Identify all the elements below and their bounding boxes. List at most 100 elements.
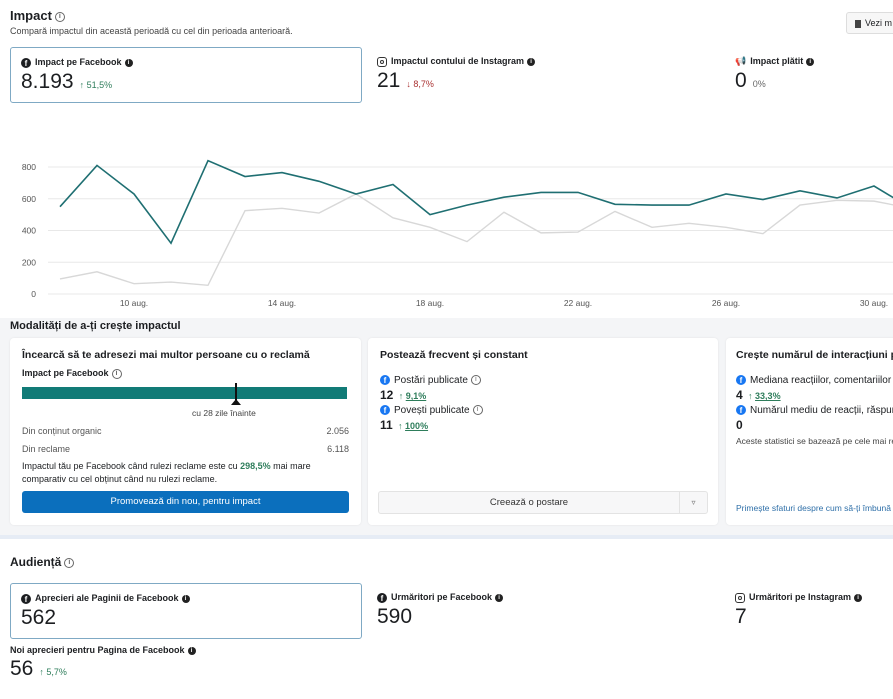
metric-label: Impact plătit [750,56,804,66]
summary-b: mai mare comparativ cu cel obținut când … [22,460,311,484]
label-text: Povești publicate [394,405,470,416]
engagement-note: Aceste statistici se bazează pe cele mai… [736,436,893,446]
metric-label: Aprecieri ale Paginii de Facebook [35,593,179,603]
delta-value: 8,7% [413,78,434,89]
card-title: Postează frecvent și constant [380,349,528,361]
median-delta[interactable]: 33,3% [755,391,781,401]
label-text: Postări publicate [394,375,468,386]
section-divider [0,535,893,539]
card-engagement: Crește numărul de interacțiuni pe f Media… [726,338,893,525]
impact-bar: cu 28 zile înainte [22,382,349,421]
median-stat: 4 ↑ 33,3% [736,388,781,402]
ads-label: Din reclame [22,443,71,454]
label-text: Numărul mediu de reacții, răspun [750,405,893,416]
facebook-icon: f [736,375,746,386]
info-icon[interactable]: i [124,58,133,67]
ads-row: Din reclame 6.118 [22,444,349,454]
posts-label: f Postări publicate i [380,375,706,386]
tips-link[interactable]: Primește sfaturi despre cum să-ți îmbună [736,503,891,513]
delta-up: ↑ 51,5% [79,79,113,90]
card-title: Crește numărul de interacțiuni pe [736,349,893,361]
promote-button[interactable]: Promovează din nou, pentru impact [22,490,349,513]
delta-value: 0% [752,79,766,89]
x-tick-label: 22 aug. [564,298,592,308]
facebook-icon: f [380,375,390,386]
organic-value: 2.056 [326,425,349,436]
delta-up: ↑ 5,7% [39,667,67,677]
card-title: Încearcă să te adresezi mai multor perso… [22,349,310,361]
x-tick-label: 18 aug. [416,298,444,308]
y-tick-label: 400 [22,226,36,236]
stories-label: f Povești publicate i [380,405,706,416]
facebook-icon: f [736,405,746,416]
organic-label: Din conținut organic [22,425,102,436]
impact-bar-marker [235,382,237,403]
audience-title-text: Audiență [10,555,62,569]
metric-paid-impact[interactable]: 📢 Impact plătit i 0 0% [725,47,893,103]
see-more-button[interactable]: Vezi m [846,12,893,34]
marker-label: cu 28 zile înainte [192,407,256,418]
info-icon[interactable]: i [495,593,504,602]
metric-value: 56 [10,657,34,680]
info-icon[interactable]: i [54,11,65,22]
posts-stat: 12 ↑ 9,1% [380,388,427,402]
stories-value: 11 [380,418,393,432]
posts-delta[interactable]: 9,1% [405,391,427,401]
metric-new-likes[interactable]: Noi aprecieri pentru Pagina de Facebook i… [10,645,196,681]
impact-subtitle: Compară impactul din această perioadă cu… [10,26,293,36]
series-line-1 [59,193,893,287]
summary-a: Impactul tău pe Facebook când rulezi rec… [22,460,241,471]
card-ads: Încearcă să te adresezi mai multor perso… [10,338,361,525]
metric-value: 21 [377,68,401,92]
stories-stat: 11 ↑ 100% [380,418,429,432]
metric-label: Impactul contului de Instagram [391,56,525,66]
metric-value: 562 [21,605,57,629]
metric-facebook-followers[interactable]: f Urmăritori pe Facebook i 590 [367,583,719,639]
facebook-icon: f [380,405,390,416]
x-tick-label: 10 aug. [120,298,148,308]
y-tick-label: 600 [22,194,36,204]
dropdown-chevron-icon[interactable]: ▿ [679,492,707,513]
avg-value: 0 [736,418,743,432]
create-post-button[interactable]: Creează o postare [489,497,569,508]
ways-title: Modalități de a-ți crește impactul [10,320,181,332]
instagram-icon [377,56,387,67]
metric-page-likes[interactable]: f Aprecieri ale Paginii de Facebook i 562 [10,583,362,639]
info-icon[interactable]: i [64,557,75,568]
metric-value: 8.193 [21,69,74,93]
metric-instagram-impact[interactable]: Impactul contului de Instagram i 21 ↓ 8,7% [367,47,719,103]
x-tick-label: 30 aug. [860,298,888,308]
info-icon[interactable]: i [806,57,815,66]
organic-row: Din conținut organic 2.056 [22,426,349,436]
info-icon[interactable]: i [111,368,122,379]
facebook-icon: f [21,593,31,604]
info-icon[interactable]: i [187,646,196,655]
metric-label: Urmăritori pe Facebook [391,592,493,602]
info-icon[interactable]: i [470,375,481,386]
metric-instagram-followers[interactable]: Urmăritori pe Instagram i 7 [725,583,893,639]
book-icon [855,19,861,28]
facebook-icon: f [21,57,31,68]
metric-label: Urmăritori pe Instagram [749,592,852,602]
stories-delta[interactable]: 100% [405,421,429,431]
info-icon[interactable]: i [527,57,536,66]
impact-bar-fill [22,386,347,399]
metric-value: 7 [735,604,747,628]
info-icon[interactable]: i [854,593,863,602]
ads-impact-label: Impact pe Facebook i [22,368,349,379]
metric-value: 590 [377,604,413,628]
summary-highlight: 298,5% [240,460,271,471]
label-text: Mediana reacțiilor, comentariilor ș [750,375,893,386]
see-more-label: Vezi m [865,18,893,28]
impact-title: Impact i [10,8,65,23]
median-label: f Mediana reacțiilor, comentariilor ș [736,375,893,386]
create-post-split-button: Creează o postare ▿ [378,491,708,514]
metric-label: Noi aprecieri pentru Pagina de Facebook [10,645,185,655]
card-post: Postează frecvent și constant f Postări p… [368,338,718,525]
impact-title-text: Impact [10,8,52,23]
metric-facebook-impact[interactable]: f Impact pe Facebook i 8.193 ↑ 51,5% [10,47,362,103]
info-icon[interactable]: i [181,594,190,603]
instagram-icon [735,592,745,603]
avg-label: f Numărul mediu de reacții, răspun [736,405,893,416]
info-icon[interactable]: i [472,405,483,416]
